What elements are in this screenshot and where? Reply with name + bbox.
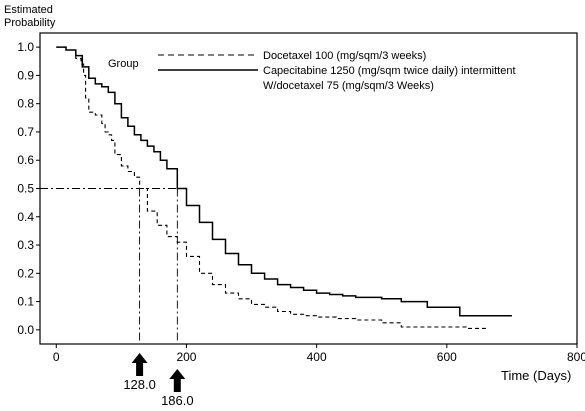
x-tick-label: 0	[53, 350, 60, 364]
legend-entry-label: Docetaxel 100 (mg/sqm/3 weeks)	[263, 50, 426, 62]
median-guides	[40, 188, 178, 344]
y-tick-label: 0.2	[17, 266, 34, 280]
median-value-label: 128.0	[123, 377, 156, 392]
y-tick-label: 0.0	[17, 323, 34, 337]
y-tick-label: 0.5	[17, 182, 34, 196]
docetaxel-series-line	[56, 46, 486, 329]
y-tick-label: 0.9	[17, 68, 34, 82]
series-group	[56, 46, 512, 329]
median-value-label: 186.0	[161, 393, 194, 408]
x-axis-title: Time (Days)	[501, 368, 571, 383]
y-tick-label: 1.0	[17, 40, 34, 54]
y-axis: 0.0 0.1 0.2 0.3 0.4 0.5 0.6 0.7 0.8 0.9 1.0	[17, 40, 40, 337]
y-tick-label: 0.8	[17, 97, 34, 111]
y-axis-title-line-2: Probability	[4, 17, 56, 29]
median-markers: 128.0 186.0	[123, 353, 194, 408]
legend-entry-label: W/docetaxel 75 (mg/sqm/3 Weeks)	[263, 80, 434, 92]
y-tick-label: 0.7	[17, 125, 34, 139]
y-axis-title-line-1: Estimated	[4, 4, 53, 16]
legend-title: Group	[108, 58, 139, 70]
x-tick-label: 600	[437, 350, 457, 364]
x-tick-label: 200	[176, 350, 196, 364]
x-tick-label: 400	[307, 350, 327, 364]
x-tick-label: 800	[567, 350, 585, 364]
legend: Group Docetaxel 100 (mg/sqm/3 weeks) Cape…	[108, 50, 516, 92]
legend-entry-label: Capecitabine 1250 (mg/sqm twice daily) i…	[263, 65, 516, 77]
capecitabine-series-line	[56, 46, 512, 317]
median-arrow-icon	[169, 369, 186, 392]
y-tick-label: 0.1	[17, 295, 34, 309]
y-tick-label: 0.3	[17, 238, 34, 252]
median-arrow-icon	[131, 353, 148, 376]
y-tick-label: 0.6	[17, 153, 34, 167]
x-axis: 0 200 400 600 800	[53, 344, 585, 364]
y-tick-label: 0.4	[17, 210, 34, 224]
